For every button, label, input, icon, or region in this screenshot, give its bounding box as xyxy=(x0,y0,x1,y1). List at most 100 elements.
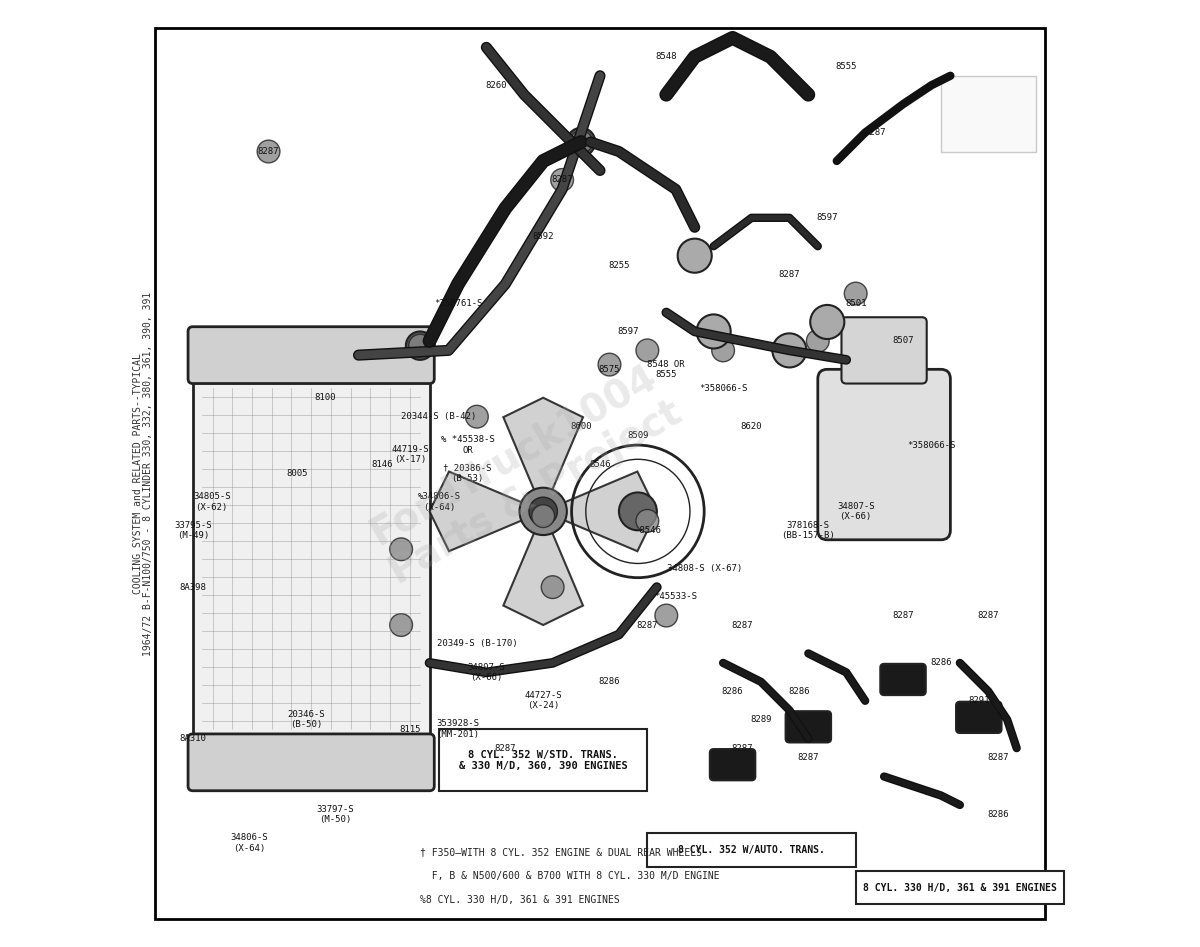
Circle shape xyxy=(810,305,845,339)
Text: 8100: 8100 xyxy=(314,393,336,402)
Text: 8501: 8501 xyxy=(845,298,866,308)
Text: *45533-S: *45533-S xyxy=(654,592,697,601)
Polygon shape xyxy=(503,511,583,625)
Text: 34807-S
(X-66): 34807-S (X-66) xyxy=(468,663,505,682)
Text: 8575: 8575 xyxy=(599,365,620,374)
Circle shape xyxy=(541,576,564,599)
Text: 8286: 8286 xyxy=(986,810,1008,819)
Circle shape xyxy=(773,333,806,367)
Text: 8620: 8620 xyxy=(740,421,762,431)
Bar xyxy=(856,871,1064,904)
Text: F, B & N500/600 & B700 WITH 8 CYL. 330 M/D ENGINE: F, B & N500/600 & B700 WITH 8 CYL. 330 M… xyxy=(420,871,720,881)
Text: 8289: 8289 xyxy=(750,715,772,724)
Circle shape xyxy=(806,330,829,352)
Text: 20349-S (B-170): 20349-S (B-170) xyxy=(437,639,517,649)
Text: 8507: 8507 xyxy=(893,336,913,346)
Text: 8287: 8287 xyxy=(731,620,752,630)
Circle shape xyxy=(466,405,488,428)
FancyBboxPatch shape xyxy=(841,317,926,384)
Bar xyxy=(439,729,647,791)
Text: 8287: 8287 xyxy=(798,753,820,762)
Text: 8597: 8597 xyxy=(618,327,640,336)
Text: 8286: 8286 xyxy=(788,687,810,696)
Circle shape xyxy=(551,169,574,191)
Text: 8509: 8509 xyxy=(628,431,649,440)
Bar xyxy=(647,833,856,867)
Text: 34807-S
(X-66): 34807-S (X-66) xyxy=(836,502,875,521)
Text: 8287: 8287 xyxy=(731,743,752,753)
Circle shape xyxy=(678,239,712,273)
Circle shape xyxy=(406,331,434,360)
Circle shape xyxy=(636,509,659,532)
Circle shape xyxy=(636,339,659,362)
Text: 8597: 8597 xyxy=(816,213,838,223)
Text: %34806-S
(X-64): %34806-S (X-64) xyxy=(418,492,461,511)
Text: 8291: 8291 xyxy=(968,696,990,706)
Text: —8546: —8546 xyxy=(634,526,661,535)
Circle shape xyxy=(598,353,620,376)
Circle shape xyxy=(712,339,734,362)
Text: 8287: 8287 xyxy=(258,147,280,156)
Text: 1964/72 B-F-N100/750 - 8 CYLINDER 330, 332, 380, 361, 390, 391: 1964/72 B-F-N100/750 - 8 CYLINDER 330, 3… xyxy=(143,292,154,655)
Bar xyxy=(193,379,430,739)
Polygon shape xyxy=(430,472,544,551)
Text: 8 CYL. 352 W/AUTO. TRANS.: 8 CYL. 352 W/AUTO. TRANS. xyxy=(678,845,824,855)
Text: 8287: 8287 xyxy=(551,175,572,185)
Text: 8 CYL. 330 H/D, 361 & 391 ENGINES: 8 CYL. 330 H/D, 361 & 391 ENGINES xyxy=(863,883,1057,893)
Circle shape xyxy=(566,128,595,156)
Text: 8287: 8287 xyxy=(494,743,516,753)
Text: *358066-S: *358066-S xyxy=(698,384,748,393)
FancyBboxPatch shape xyxy=(956,702,1002,733)
Text: 8600: 8600 xyxy=(570,421,592,431)
Circle shape xyxy=(390,538,413,561)
Text: 8286: 8286 xyxy=(722,687,743,696)
Text: 8005: 8005 xyxy=(287,469,307,478)
Text: 8546: 8546 xyxy=(589,459,611,469)
Text: FordTruck1004
Parts & Project: FordTruck1004 Parts & Project xyxy=(360,355,688,592)
Circle shape xyxy=(529,497,557,526)
Text: 33795-S
(M-49): 33795-S (M-49) xyxy=(174,521,211,540)
Text: 8115: 8115 xyxy=(400,724,421,734)
Text: 8287: 8287 xyxy=(986,753,1008,762)
Text: 44727-S
(X-24): 44727-S (X-24) xyxy=(524,691,562,710)
Text: 20346-S
(B-50): 20346-S (B-50) xyxy=(288,710,325,729)
Text: 8286: 8286 xyxy=(599,677,620,687)
Text: 8287: 8287 xyxy=(637,620,658,630)
Text: 8287: 8287 xyxy=(864,128,886,137)
Text: 34806-S
(X-64): 34806-S (X-64) xyxy=(230,833,269,852)
FancyBboxPatch shape xyxy=(818,369,950,540)
Text: 8287: 8287 xyxy=(779,270,800,279)
Circle shape xyxy=(570,131,593,153)
Text: COOLING SYSTEM and RELATED PARTS--TYPICAL: COOLING SYSTEM and RELATED PARTS--TYPICA… xyxy=(133,353,143,594)
Text: 8548: 8548 xyxy=(655,52,677,62)
Circle shape xyxy=(619,492,656,530)
Text: 8260: 8260 xyxy=(485,80,506,90)
Text: † 20386-S
(B-53): † 20386-S (B-53) xyxy=(443,464,492,483)
Text: 8A398: 8A398 xyxy=(179,582,206,592)
Circle shape xyxy=(532,505,554,527)
FancyBboxPatch shape xyxy=(188,734,434,791)
Text: 8287: 8287 xyxy=(978,611,1000,620)
Text: 20344-S (B-42): 20344-S (B-42) xyxy=(401,412,476,421)
Text: † F350–WITH 8 CYL. 352 ENGINE & DUAL REAR WHEELS: † F350–WITH 8 CYL. 352 ENGINE & DUAL REA… xyxy=(420,848,702,857)
Text: %8 CYL. 330 H/D, 361 & 391 ENGINES: %8 CYL. 330 H/D, 361 & 391 ENGINES xyxy=(420,895,620,904)
Text: 34805-S
(X-62): 34805-S (X-62) xyxy=(193,492,230,511)
Text: 8255: 8255 xyxy=(608,260,630,270)
Text: 8A310: 8A310 xyxy=(179,734,206,743)
Text: 8286: 8286 xyxy=(930,658,952,668)
Text: % *45538-S
OR: % *45538-S OR xyxy=(440,436,494,455)
Circle shape xyxy=(845,282,868,305)
Text: 8548 OR
8555: 8548 OR 8555 xyxy=(648,360,685,379)
Circle shape xyxy=(390,614,413,636)
Text: 8592: 8592 xyxy=(533,232,554,241)
FancyBboxPatch shape xyxy=(881,664,925,695)
Circle shape xyxy=(409,334,432,357)
FancyBboxPatch shape xyxy=(786,711,832,742)
Text: 33797-S
(M-50): 33797-S (M-50) xyxy=(316,805,354,824)
Text: 378168-S
(BB-157-B): 378168-S (BB-157-B) xyxy=(781,521,835,540)
Text: 8555: 8555 xyxy=(835,62,857,71)
Text: 44719-S
(X-17): 44719-S (X-17) xyxy=(391,445,430,464)
Bar xyxy=(941,76,1036,152)
Polygon shape xyxy=(544,472,656,551)
FancyBboxPatch shape xyxy=(188,327,434,384)
